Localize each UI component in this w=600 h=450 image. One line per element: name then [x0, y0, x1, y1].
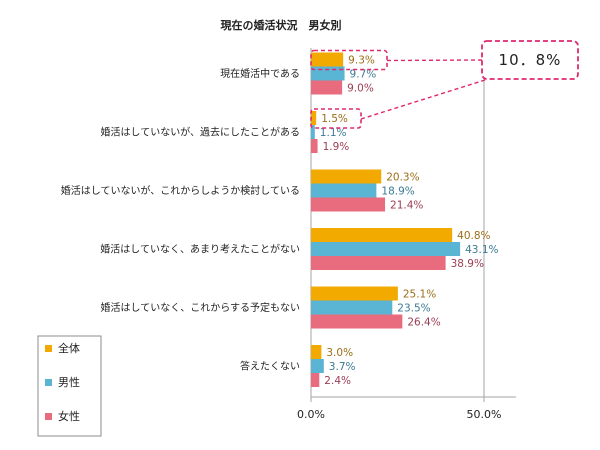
data-label: 25.1% — [403, 289, 436, 301]
legend-swatch — [45, 413, 52, 420]
bar — [311, 197, 386, 212]
bar — [311, 286, 398, 301]
callout-text: 10．8% — [499, 51, 562, 69]
legend-swatch — [45, 379, 52, 386]
bar — [311, 314, 403, 329]
category-label: 現在婚活中である — [220, 67, 300, 80]
bar — [311, 359, 324, 373]
data-label: 21.4% — [390, 200, 423, 212]
data-label: 9.3% — [348, 55, 375, 67]
data-label: 20.3% — [386, 172, 419, 184]
data-label: 1.5% — [321, 113, 348, 125]
data-label: 26.4% — [407, 317, 440, 329]
category-label: 婚活はしていなく、あまり考えたことがない — [100, 243, 300, 256]
bar — [311, 169, 382, 184]
data-label: 23.5% — [397, 303, 430, 315]
bar — [311, 111, 317, 125]
bar — [311, 242, 461, 256]
legend-label: 女性 — [58, 409, 80, 423]
bar — [311, 183, 377, 198]
bar — [311, 80, 343, 95]
data-label: 38.9% — [451, 258, 484, 270]
bar — [311, 256, 446, 270]
category-label: 答えたくない — [240, 360, 300, 373]
highlight-box-1 — [310, 49, 388, 71]
bar — [311, 52, 344, 67]
data-label: 43.1% — [465, 244, 498, 256]
bar — [311, 300, 393, 315]
data-label: 18.9% — [381, 186, 414, 198]
connector-2 — [360, 79, 486, 120]
legend-label: 全体 — [58, 341, 80, 355]
data-label: 1.9% — [323, 141, 350, 153]
data-label: 9.7% — [350, 69, 377, 81]
data-label: 3.7% — [329, 361, 356, 373]
bar — [311, 345, 322, 359]
bar — [311, 373, 320, 387]
legend-swatch — [45, 345, 52, 352]
x-tick-label: 50.0% — [467, 408, 502, 421]
data-label: 2.4% — [324, 375, 351, 387]
chart-title: 現在の婚活状況 男女別 — [221, 18, 342, 32]
data-label: 40.8% — [457, 230, 490, 242]
bar — [311, 125, 315, 139]
category-label: 婚活はしていなく、これからする予定もない — [101, 301, 301, 314]
highlight-box-2 — [310, 108, 362, 129]
connector-1 — [386, 59, 483, 62]
callout-box — [481, 40, 579, 80]
callout: 10．8% — [310, 40, 579, 129]
bar — [311, 66, 345, 81]
bar — [311, 228, 453, 242]
category-label: 婚活はしていないが、過去にしたことがある — [101, 126, 301, 139]
x-tick-label: 0.0% — [297, 408, 325, 421]
plot-area: 0.0% 50.0% 現在婚活中である 9.3% 9.7% 9.0% 婚活はしていないが、過… — [61, 48, 516, 421]
category-label: 婚活はしていないが、これからしようか検討している — [61, 184, 300, 197]
data-label: 3.0% — [326, 347, 353, 359]
data-label: 1.1% — [320, 127, 347, 139]
legend-label: 男性 — [58, 375, 80, 389]
data-label: 9.0% — [347, 83, 374, 95]
bar — [311, 139, 318, 153]
